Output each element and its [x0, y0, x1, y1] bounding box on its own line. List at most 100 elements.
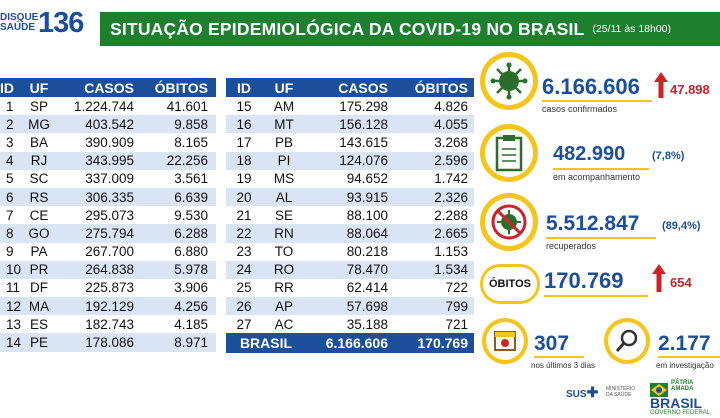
cell-obitos: 799	[392, 297, 474, 316]
arrow-up-icon	[654, 72, 668, 98]
cell-casos: 88.100	[306, 206, 392, 225]
cell-uf: MA	[24, 297, 54, 316]
cell-casos: 306.335	[54, 187, 136, 207]
ultimos-label: nos últimos 3 dias	[531, 361, 596, 370]
cell-uf: MG	[24, 115, 54, 134]
cell-obitos: 4.256	[136, 297, 216, 316]
report-date: (25/11 às 18h00)	[592, 23, 672, 35]
cell-casos: 275.794	[54, 224, 136, 243]
cell-obitos: 1.534	[392, 260, 474, 279]
table-row: 22 RN 88.064 2.665	[226, 224, 474, 243]
cell-id: 25	[226, 278, 262, 298]
table-row: 26 AP 57.698 799	[226, 297, 474, 316]
total-label: BRASIL	[226, 333, 306, 354]
cell-uf: SP	[24, 97, 54, 116]
cell-id: 19	[226, 169, 262, 188]
table-row: 24 RO 78.470 1.534	[226, 260, 474, 279]
cell-uf: RO	[262, 260, 306, 279]
cell-casos: 182.743	[54, 315, 136, 334]
confirmados-value: 6.166.606	[542, 74, 640, 99]
cell-id: 14	[0, 333, 24, 352]
cell-id: 6	[0, 187, 24, 207]
ministerio-saude-logo: MINISTÉRIO DA SAÚDE	[606, 386, 636, 398]
flag-icon	[650, 383, 668, 397]
cell-uf: PE	[24, 333, 54, 352]
ultimos-value: 307	[534, 332, 570, 355]
cell-casos: 80.218	[306, 242, 392, 261]
cell-id: 9	[0, 242, 24, 261]
cell-id: 13	[0, 315, 24, 334]
cell-obitos: 4.826	[392, 97, 474, 116]
cell-id: 4	[0, 151, 24, 170]
col-id: ID	[0, 78, 24, 97]
col-id: ID	[226, 78, 262, 97]
no-virus-icon	[491, 204, 527, 240]
table-row: 25 RR 62.414 722	[226, 278, 474, 298]
cell-uf: AL	[262, 187, 306, 207]
table-row: 19 MS 94.652 1.742	[226, 169, 474, 188]
table-row: 10 PR 264.838 5.978	[0, 260, 216, 279]
cell-casos: 192.129	[54, 297, 136, 316]
col-uf: UF	[262, 78, 306, 97]
obitos-value: 170.769	[544, 268, 624, 293]
table-row: 23 TO 80.218 1.153	[226, 242, 474, 261]
cell-id: 26	[226, 297, 262, 316]
col-casos: CASOS	[54, 78, 136, 97]
cell-uf: RJ	[24, 151, 54, 170]
cell-casos: 175.298	[306, 97, 392, 116]
cell-casos: 78.470	[306, 260, 392, 279]
cell-id: 5	[0, 169, 24, 188]
arrow-up-icon	[652, 264, 666, 292]
disque-saude-logo: DISQUE SAÚDE 136	[0, 6, 92, 40]
table-row: 9 PA 267.700 6.880	[0, 242, 216, 261]
cell-obitos: 2.288	[392, 206, 474, 225]
cell-id: 1	[0, 97, 24, 116]
cell-obitos: 722	[392, 278, 474, 298]
col-casos: CASOS	[306, 78, 392, 97]
cell-id: 3	[0, 133, 24, 152]
table-row: 11 DF 225.873 3.906	[0, 278, 216, 298]
table-row: 16 MT 156.128 4.055	[226, 115, 474, 134]
cell-uf: TO	[262, 242, 306, 261]
cell-uf: GO	[24, 224, 54, 243]
cell-id: 12	[0, 297, 24, 316]
table-row: 3 BA 390.909 8.165	[0, 133, 216, 152]
cell-casos: 225.873	[54, 278, 136, 298]
table-row: 15 AM 175.298 4.826	[226, 97, 474, 116]
cell-uf: RN	[262, 224, 306, 243]
cell-obitos: 6.880	[136, 242, 216, 261]
cell-uf: AP	[262, 297, 306, 316]
cell-obitos: 4.055	[392, 115, 474, 134]
cell-id: 18	[226, 151, 262, 170]
cell-casos: 93.915	[306, 187, 392, 207]
cell-uf: SE	[262, 206, 306, 225]
cell-obitos: 9.858	[136, 115, 216, 134]
table-header-row: ID UF CASOS ÓBITOS	[226, 78, 474, 97]
cell-id: 24	[226, 260, 262, 279]
table-row: 27 AC 35.188 721	[226, 315, 474, 334]
logo-text: DISQUE SAÚDE	[0, 12, 39, 33]
cell-id: 23	[226, 242, 262, 261]
cell-casos: 267.700	[54, 242, 136, 261]
cell-id: 11	[0, 278, 24, 298]
acompanhamento-pct: (7,8%)	[652, 150, 685, 162]
table-row: 6 RS 306.335 6.639	[0, 187, 216, 207]
calendar-icon	[494, 331, 516, 351]
cell-obitos: 41.601	[136, 97, 216, 116]
states-table-right: ID UF CASOS ÓBITOS 15 AM 175.298 4.826 16 MT 1…	[226, 78, 474, 354]
cell-obitos: 22.256	[136, 151, 216, 170]
cell-obitos: 2.326	[392, 187, 474, 207]
sus-logo: SUS✚	[566, 384, 599, 400]
magnifier-icon	[615, 329, 638, 352]
cell-id: 2	[0, 115, 24, 134]
cell-casos: 57.698	[306, 297, 392, 316]
table-row: 5 SC 337.009 3.561	[0, 169, 216, 188]
cell-id: 22	[226, 224, 262, 243]
cell-uf: PR	[24, 260, 54, 279]
cell-uf: MT	[262, 115, 306, 134]
confirmados-label: casos confirmados	[542, 104, 618, 114]
total-row: BRASIL 6.166.606 170.769	[226, 333, 474, 354]
cell-obitos: 721	[392, 315, 474, 334]
cell-casos: 156.128	[306, 115, 392, 134]
table-row: 21 SE 88.100 2.288	[226, 206, 474, 225]
